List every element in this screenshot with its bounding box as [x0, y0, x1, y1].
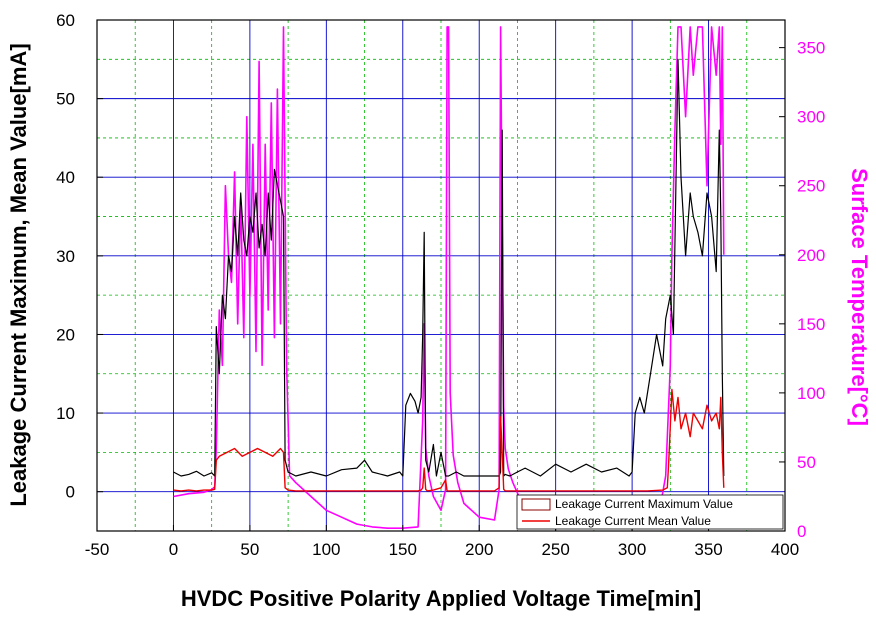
x-tick-label: 400: [771, 540, 799, 559]
x-tick-label: 300: [618, 540, 646, 559]
x-tick-label: 200: [465, 540, 493, 559]
legend: Leakage Current Maximum Value Leakage Cu…: [516, 494, 784, 530]
y-left-tick-label: 0: [66, 483, 75, 502]
axes-layer: -50 0 50 100 150 200 250 300 350 4000102030405060…: [56, 11, 825, 559]
x-tick-label: 150: [389, 540, 417, 559]
x-tick-label: 50: [240, 540, 259, 559]
series-line-leakage-max: [173, 58, 725, 477]
plot-frame: [96, 19, 786, 532]
legend-box: [516, 494, 784, 530]
legend-swatch-max: [521, 498, 551, 511]
x-tick-label: 350: [694, 540, 722, 559]
y-left-tick-label: 60: [56, 11, 75, 30]
series-line-surface-temperature: [173, 26, 725, 530]
legend-label-max: Leakage Current Maximum Value: [555, 497, 733, 511]
y-right-tick-label: 250: [797, 177, 825, 196]
legend-label-mean: Leakage Current Mean Value: [555, 514, 711, 528]
series-line-leakage-mean: [173, 388, 725, 492]
x-tick-label: -50: [85, 540, 110, 559]
y-left-tick-label: 50: [56, 90, 75, 109]
y-left-tick-label: 10: [56, 404, 75, 423]
y-right-tick-label: 0: [797, 522, 806, 541]
x-tick-label: 250: [541, 540, 569, 559]
x-axis-title: HVDC Positive Polarity Applied Voltage T…: [181, 586, 701, 611]
y-left-tick-label: 20: [56, 325, 75, 344]
series-layer: [173, 26, 725, 530]
y-right-tick-label: 300: [797, 108, 825, 127]
y-right-tick-label: 150: [797, 315, 825, 334]
y-right-tick-label: 350: [797, 39, 825, 58]
y-left-tick-label: 30: [56, 247, 75, 266]
y-right-tick-label: 100: [797, 384, 825, 403]
y-axis-title-right: Surface Temperature[°C]: [847, 168, 872, 426]
y-right-tick-label: 50: [797, 453, 816, 472]
y-right-tick-label: 200: [797, 246, 825, 265]
x-tick-label: 100: [312, 540, 340, 559]
y-left-tick-label: 40: [56, 168, 75, 187]
x-tick-label: 0: [169, 540, 178, 559]
y-axis-title-left: Leakage Current Maximum, Mean Value[mA]: [6, 43, 31, 506]
